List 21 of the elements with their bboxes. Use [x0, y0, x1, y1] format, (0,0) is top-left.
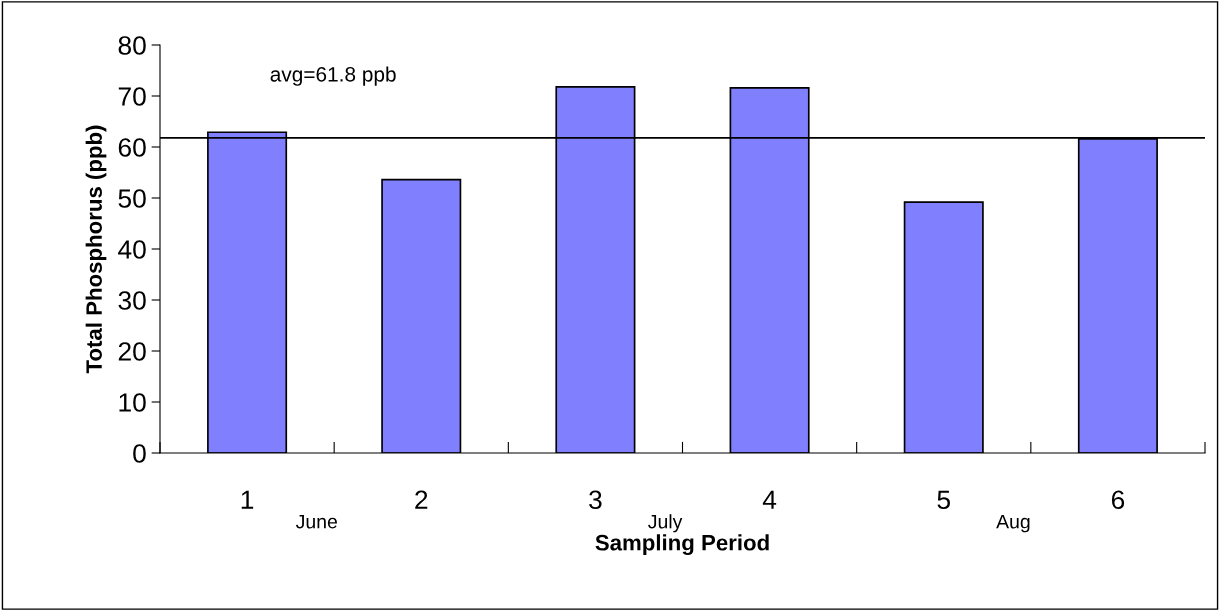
text: June — [295, 514, 337, 529]
y-tick-label: 30 — [118, 291, 146, 310]
y-tick-label: 70 — [118, 87, 146, 106]
ref-line-label: avg=61.8 ppb — [270, 66, 396, 86]
x-axis-title: Sampling Period — [595, 534, 769, 556]
x-tick-label: 4 — [762, 490, 777, 509]
text: Aug — [996, 514, 1030, 533]
x-tick-label: 5 — [937, 490, 950, 510]
y-tick-label: 80 — [118, 36, 146, 55]
y-tick-label: 10 — [119, 393, 146, 412]
x-tick-label: 3 — [589, 490, 602, 510]
text: July — [648, 514, 683, 533]
y-axis-title: Total Phosphorus (ppb) — [85, 125, 107, 374]
y-tick-label: 20 — [118, 342, 146, 361]
x-tick-label: 2 — [415, 490, 428, 509]
x-tick-label: 1 — [241, 490, 254, 509]
y-tick-label: 50 — [118, 189, 146, 208]
y-tick-label: 0 — [133, 444, 146, 463]
x-tick-label: 6 — [1111, 490, 1125, 510]
y-tick-label: 40 — [118, 240, 146, 259]
y-tick-label: 60 — [118, 138, 146, 157]
